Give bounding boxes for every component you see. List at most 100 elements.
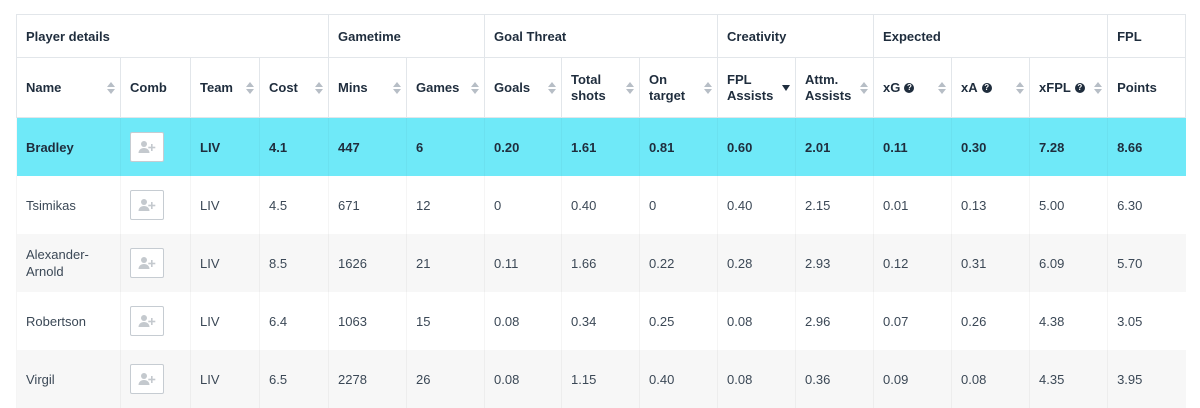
cell-games: 26 bbox=[407, 350, 485, 408]
sort-icon[interactable] bbox=[1016, 82, 1024, 94]
cell-goals: 0.11 bbox=[485, 234, 562, 292]
group-header-fpl: FPL bbox=[1108, 15, 1186, 58]
cell-points: 5.70 bbox=[1108, 234, 1186, 292]
cell-fpl-assists: 0.08 bbox=[718, 350, 796, 408]
comb-cell bbox=[121, 176, 191, 234]
sort-icon[interactable] bbox=[471, 82, 479, 94]
column-header-goals[interactable]: Goals bbox=[485, 58, 562, 118]
cell-xfpl: 4.35 bbox=[1030, 350, 1108, 408]
sort-icon[interactable] bbox=[626, 82, 634, 94]
column-label: Attm. Assists bbox=[805, 72, 855, 104]
column-header-name[interactable]: Name bbox=[17, 58, 121, 118]
question-icon[interactable]: ? bbox=[982, 83, 992, 93]
add-player-icon bbox=[138, 372, 156, 386]
column-label: xG bbox=[883, 80, 900, 96]
column-header-fpl-assists[interactable]: FPL Assists bbox=[718, 58, 796, 118]
column-label: Games bbox=[416, 80, 459, 96]
cell-xfpl: 7.28 bbox=[1030, 118, 1108, 177]
cell-team: LIV bbox=[191, 234, 260, 292]
column-header-cost[interactable]: Cost bbox=[260, 58, 329, 118]
cell-on-target: 0.25 bbox=[640, 292, 718, 350]
column-label: Points bbox=[1117, 80, 1157, 96]
cell-points: 3.05 bbox=[1108, 292, 1186, 350]
column-header-xa[interactable]: xA? bbox=[952, 58, 1030, 118]
group-header-gametime: Gametime bbox=[329, 15, 485, 58]
sort-desc-icon[interactable] bbox=[782, 85, 790, 91]
sort-icon[interactable] bbox=[246, 82, 254, 94]
sort-icon[interactable] bbox=[107, 82, 115, 94]
column-header-on-target[interactable]: On target bbox=[640, 58, 718, 118]
cell-total-shots: 0.40 bbox=[562, 176, 640, 234]
column-header-xfpl[interactable]: xFPL? bbox=[1030, 58, 1108, 118]
comb-cell bbox=[121, 350, 191, 408]
add-player-button[interactable] bbox=[130, 190, 164, 220]
cell-name[interactable]: Bradley bbox=[17, 118, 121, 177]
cell-attm-assists: 2.96 bbox=[796, 292, 874, 350]
cell-name[interactable]: Virgil bbox=[17, 350, 121, 408]
column-header-xg[interactable]: xG? bbox=[874, 58, 952, 118]
cell-attm-assists: 2.93 bbox=[796, 234, 874, 292]
cell-cost: 4.5 bbox=[260, 176, 329, 234]
column-header-total-shots[interactable]: Total shots bbox=[562, 58, 640, 118]
cell-xg: 0.11 bbox=[874, 118, 952, 177]
cell-attm-assists: 2.01 bbox=[796, 118, 874, 177]
cell-fpl-assists: 0.28 bbox=[718, 234, 796, 292]
comb-cell bbox=[121, 118, 191, 177]
cell-name[interactable]: Robertson bbox=[17, 292, 121, 350]
cell-mins: 671 bbox=[329, 176, 407, 234]
cell-games: 21 bbox=[407, 234, 485, 292]
sort-icon[interactable] bbox=[860, 82, 868, 94]
add-player-button[interactable] bbox=[130, 364, 164, 394]
cell-games: 6 bbox=[407, 118, 485, 177]
cell-xg: 0.07 bbox=[874, 292, 952, 350]
column-label: Total shots bbox=[571, 72, 621, 104]
cell-name[interactable]: Alexander-Arnold bbox=[17, 234, 121, 292]
column-header-mins[interactable]: Mins bbox=[329, 58, 407, 118]
cell-xfpl: 6.09 bbox=[1030, 234, 1108, 292]
column-label: On target bbox=[649, 72, 699, 104]
add-player-button[interactable] bbox=[130, 248, 164, 278]
sort-icon[interactable] bbox=[548, 82, 556, 94]
cell-xa: 0.30 bbox=[952, 118, 1030, 177]
add-player-button[interactable] bbox=[130, 132, 164, 162]
comb-cell bbox=[121, 292, 191, 350]
sort-icon[interactable] bbox=[1094, 82, 1102, 94]
column-label: Comb bbox=[130, 80, 167, 96]
group-header-goal-threat: Goal Threat bbox=[485, 15, 718, 58]
column-header-games[interactable]: Games bbox=[407, 58, 485, 118]
question-icon[interactable]: ? bbox=[904, 83, 914, 93]
column-header-attm-assists[interactable]: Attm. Assists bbox=[796, 58, 874, 118]
cell-fpl-assists: 0.60 bbox=[718, 118, 796, 177]
cell-goals: 0.08 bbox=[485, 350, 562, 408]
add-player-button[interactable] bbox=[130, 306, 164, 336]
cell-team: LIV bbox=[191, 292, 260, 350]
column-header-team[interactable]: Team bbox=[191, 58, 260, 118]
cell-xfpl: 4.38 bbox=[1030, 292, 1108, 350]
cell-total-shots: 0.34 bbox=[562, 292, 640, 350]
cell-name[interactable]: Tsimikas bbox=[17, 176, 121, 234]
cell-xa: 0.13 bbox=[952, 176, 1030, 234]
question-icon[interactable]: ? bbox=[1075, 83, 1085, 93]
column-label: Name bbox=[26, 80, 61, 96]
column-label: xFPL bbox=[1039, 80, 1071, 96]
cell-points: 8.66 bbox=[1108, 118, 1186, 177]
cell-cost: 6.4 bbox=[260, 292, 329, 350]
sort-icon[interactable] bbox=[938, 82, 946, 94]
group-header-creativity: Creativity bbox=[718, 15, 874, 58]
column-header-comb: Comb bbox=[121, 58, 191, 118]
group-header-expected: Expected bbox=[874, 15, 1108, 58]
cell-total-shots: 1.15 bbox=[562, 350, 640, 408]
sort-icon[interactable] bbox=[315, 82, 323, 94]
add-player-icon bbox=[138, 256, 156, 270]
sort-icon[interactable] bbox=[704, 82, 712, 94]
sort-icon[interactable] bbox=[393, 82, 401, 94]
cell-on-target: 0.22 bbox=[640, 234, 718, 292]
cell-xa: 0.31 bbox=[952, 234, 1030, 292]
